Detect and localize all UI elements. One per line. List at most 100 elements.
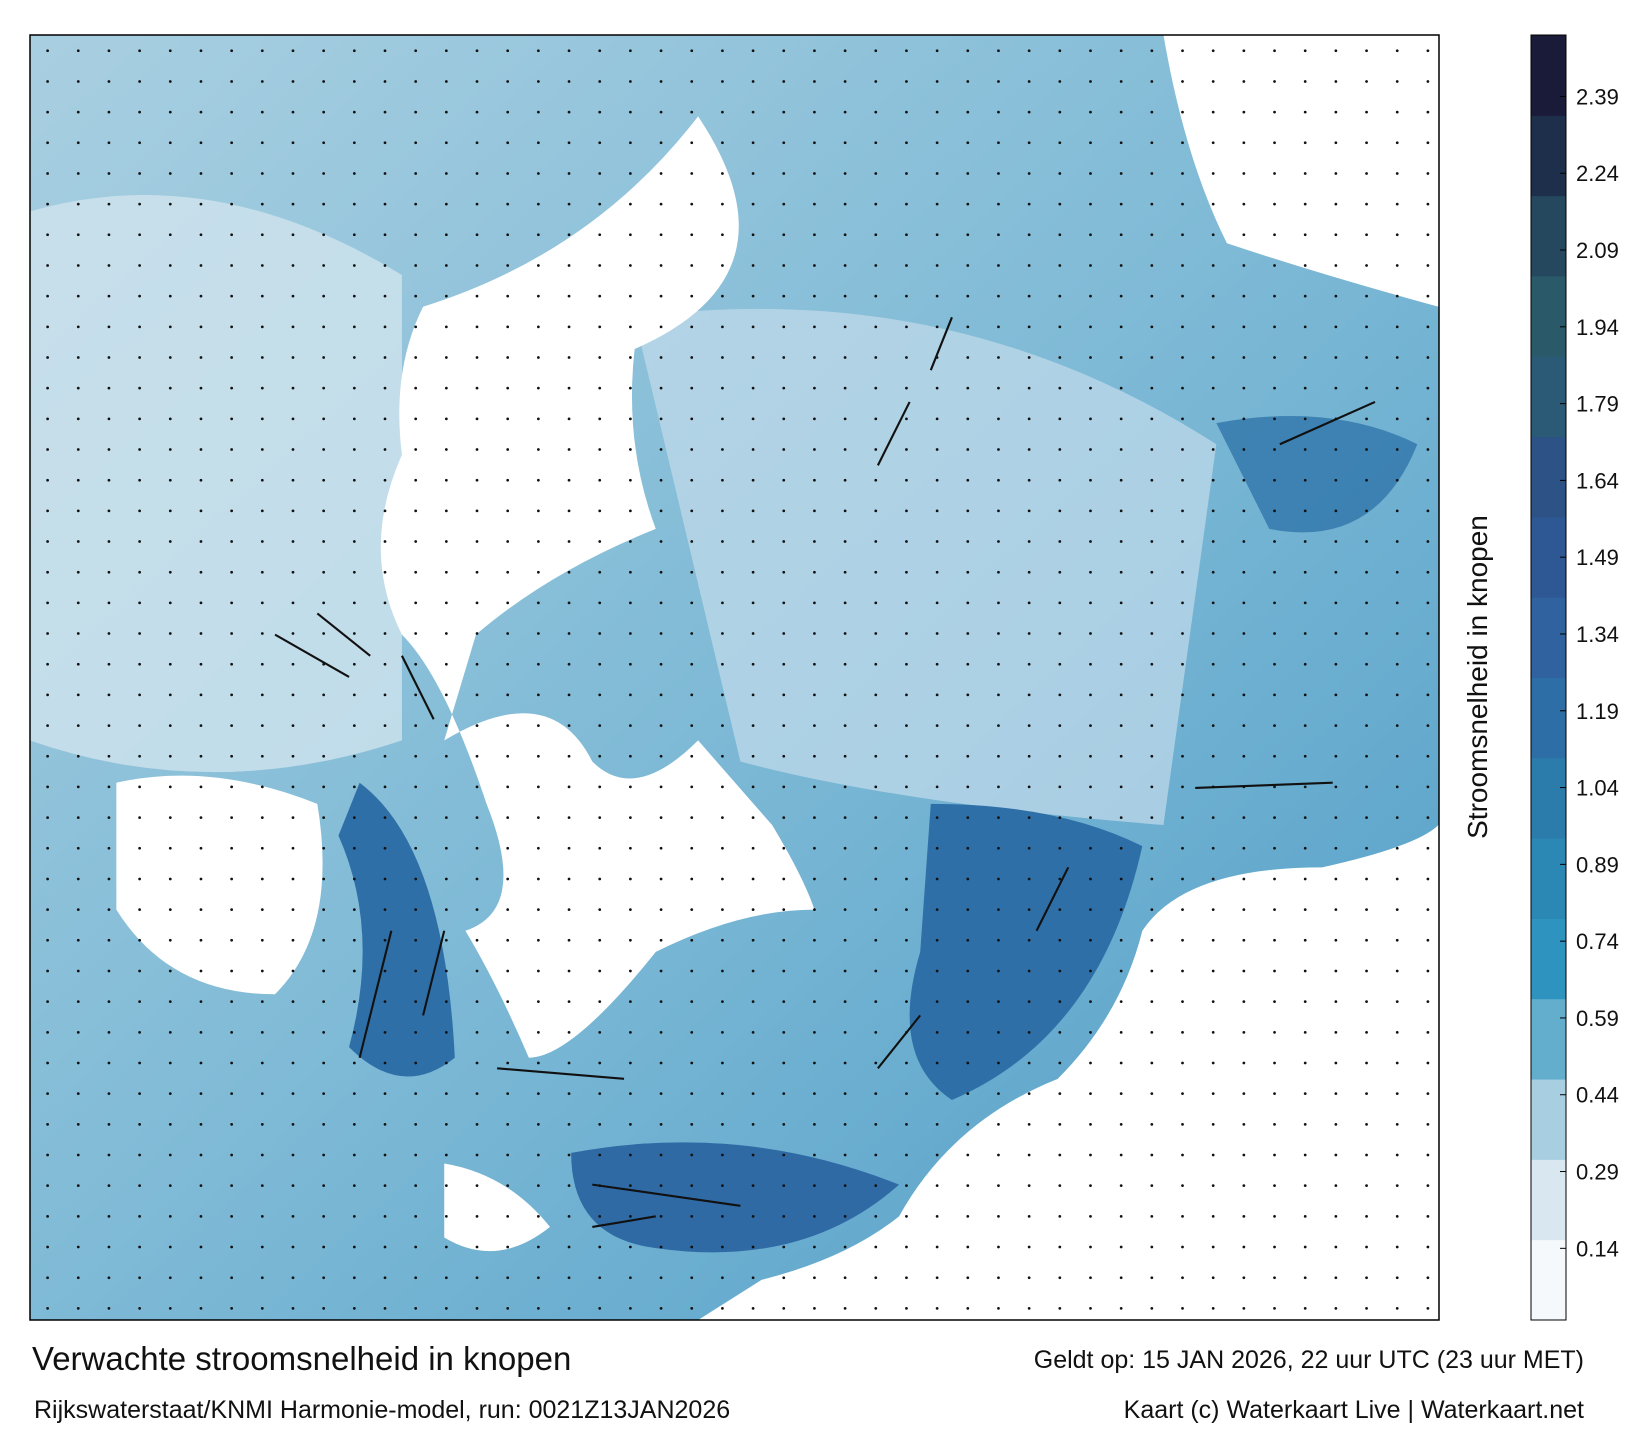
grid-dot [567,938,571,942]
colorbar-band [1531,115,1566,197]
grid-dot [659,908,663,911]
grid-dot [536,448,540,451]
grid-dot [935,969,939,973]
grid-dot [1211,1214,1215,1218]
grid-dot [383,80,387,83]
grid-dot [138,264,141,267]
grid-dot [690,969,694,973]
grid-dot [107,172,111,175]
grid-dot [813,110,816,114]
grid-dot [721,877,724,881]
grid-dot [168,356,172,359]
grid-dot [536,1214,540,1218]
grid-dot [751,754,755,758]
grid-dot [567,1092,571,1096]
grid-dot [536,816,540,819]
current-arrow [497,1067,625,1080]
grid-dot [1273,233,1276,237]
grid-dot [721,1061,724,1065]
grid-dot [444,846,448,850]
grid-dot [1058,49,1062,53]
grid-dot [1242,141,1246,145]
grid-dot [1273,172,1276,175]
grid-dot [1303,172,1307,175]
grid-dot [230,816,234,819]
grid-dot [874,202,878,206]
grid-dot [782,172,786,175]
grid-dot [1211,202,1215,206]
grid-dot [1273,49,1276,53]
grid-dot [1211,724,1215,727]
grid-dot [721,417,724,421]
grid-dot [352,877,356,881]
grid-dot [444,1061,448,1065]
grid-dot [598,478,602,482]
grid-dot [322,1245,326,1249]
current-arrow [274,633,350,678]
grid-dot [905,1153,908,1157]
grid-dot [1334,386,1338,390]
grid-dot [414,110,418,114]
grid-dot [1395,754,1399,758]
grid-dot [76,1000,80,1004]
grid-dot [782,754,786,758]
grid-dot [843,1092,847,1096]
grid-dot [352,172,356,175]
grid-dot [935,509,939,513]
grid-dot [322,1092,326,1096]
grid-dot [230,1276,234,1280]
grid-dot [199,877,203,881]
grid-dot [1027,846,1031,850]
grid-dot [905,1061,908,1065]
grid-dot [751,448,755,451]
grid-dot [997,632,1000,635]
grid-dot [690,264,694,267]
grid-dot [291,877,295,881]
grid-dot [1181,1306,1184,1310]
grid-dot [1089,754,1092,758]
grid-dot [1181,1000,1184,1004]
grid-dot [567,632,571,635]
grid-dot [1027,1153,1031,1157]
current-arrow [422,930,446,1016]
grid-dot [291,1214,295,1218]
grid-dot [629,908,632,911]
channel [571,1142,900,1253]
grid-dot [506,969,510,973]
colorbar-tick-label: 0.89 [1576,852,1619,877]
grid-dot [997,1061,1000,1065]
grid-dot [1395,325,1399,329]
grid-dot [1181,233,1184,237]
grid-dot [536,110,540,114]
grid-dot [1211,938,1215,942]
grid-dot [1119,816,1123,819]
grid-dot [690,1245,694,1249]
grid-dot [1426,662,1430,666]
grid-dot [414,1092,418,1096]
grid-dot [721,1000,724,1004]
grid-dot [567,202,571,206]
grid-dot [1058,202,1062,206]
grid-dot [874,110,878,114]
grid-dot [598,1061,602,1065]
grid-dot [813,570,816,574]
grid-dot [46,1092,49,1096]
grid-dot [997,969,1000,973]
grid-dot [690,509,694,513]
grid-dot [322,969,326,973]
grid-dot [260,110,264,114]
grid-dot [843,264,847,267]
grid-dot [997,478,1000,482]
grid-dot [966,938,970,942]
grid-dot [1365,693,1368,697]
grid-dot [874,233,878,237]
grid-dot [1119,202,1123,206]
grid-dot [322,1214,326,1218]
grid-dot [1211,141,1215,145]
grid-dot [383,1184,387,1188]
grid-dot [1426,846,1430,850]
grid-dot [383,938,387,942]
grid-dot [1058,294,1062,298]
grid-dot [1027,724,1031,727]
grid-dot [168,202,172,206]
